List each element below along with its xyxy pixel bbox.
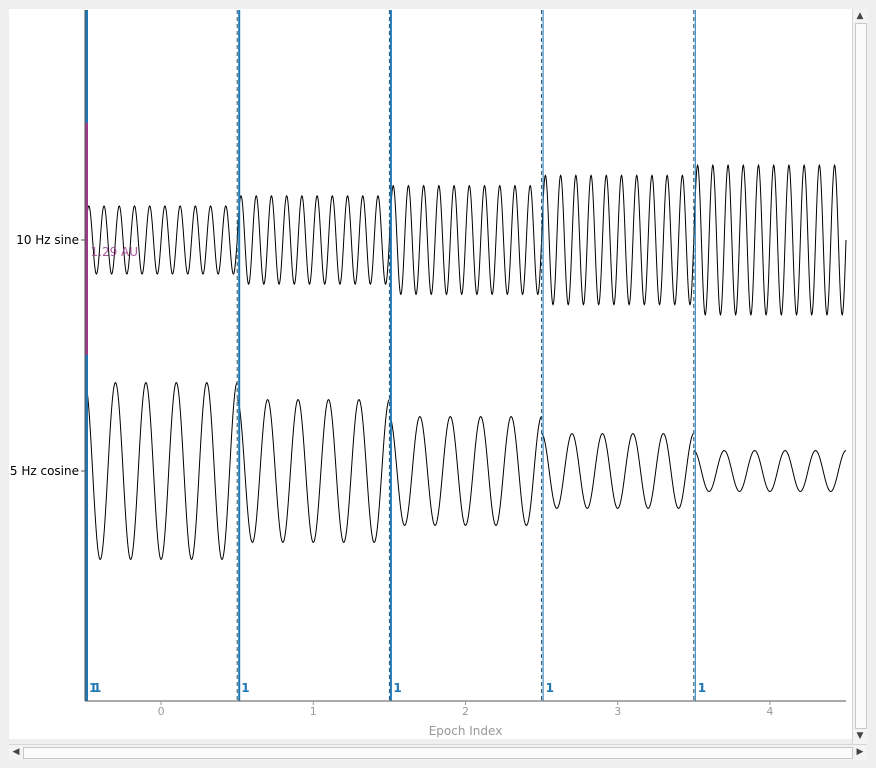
y-tick-label: 5 Hz cosine	[10, 464, 79, 478]
scroll-up-icon[interactable]: ▲	[856, 11, 864, 21]
event-marker-label: 1	[241, 681, 249, 695]
vertical-scroll-thumb[interactable]	[855, 23, 867, 729]
horizontal-scroll-thumb[interactable]	[23, 747, 853, 759]
event-marker-label: 1	[93, 681, 101, 695]
vertical-scrollbar[interactable]: ▲ ▼	[852, 9, 868, 745]
x-axis-label: Epoch Index	[429, 724, 503, 738]
scroll-right-icon[interactable]: ▶	[856, 747, 864, 757]
event-marker-label: 1	[393, 681, 401, 695]
trace-5-hz-cosine-epoch-1	[236, 399, 390, 543]
plot-area[interactable]: 1.29 AU 1 1 1 1 1 1 10 Hz sine 5 Hz cosine 0 1 2 3 4 E…	[9, 9, 852, 739]
x-tick-label: 4	[766, 705, 773, 718]
x-tick-label: 2	[462, 705, 469, 718]
event-marker-label: 1	[89, 681, 97, 695]
trace-10-hz-sine-epoch-2	[388, 184, 543, 296]
trace-10-hz-sine-epoch-1	[236, 194, 390, 286]
trace-5-hz-cosine-epoch-0	[84, 381, 238, 561]
scale-bar-label: 1.29 AU	[91, 245, 139, 259]
trace-5-hz-cosine-epoch-3	[541, 433, 694, 509]
scroll-down-icon[interactable]: ▼	[856, 731, 864, 741]
trace-10-hz-sine-epoch-0	[84, 205, 238, 275]
trace-10-hz-sine-epoch-4	[693, 163, 847, 317]
event-marker-label: 1	[698, 681, 706, 695]
x-tick-label: 0	[158, 705, 165, 718]
trace-5-hz-cosine-epoch-2	[389, 416, 542, 526]
x-tick-label: 3	[614, 705, 621, 718]
horizontal-scrollbar[interactable]: ◀ ▶	[9, 744, 867, 760]
trace-5-hz-cosine-epoch-4	[693, 450, 847, 492]
x-tick-label: 1	[310, 705, 317, 718]
event-marker-label: 1	[546, 681, 554, 695]
scroll-left-icon[interactable]: ◀	[12, 747, 20, 757]
trace-10-hz-sine-epoch-3	[541, 174, 695, 306]
y-tick-label: 10 Hz sine	[16, 233, 79, 247]
